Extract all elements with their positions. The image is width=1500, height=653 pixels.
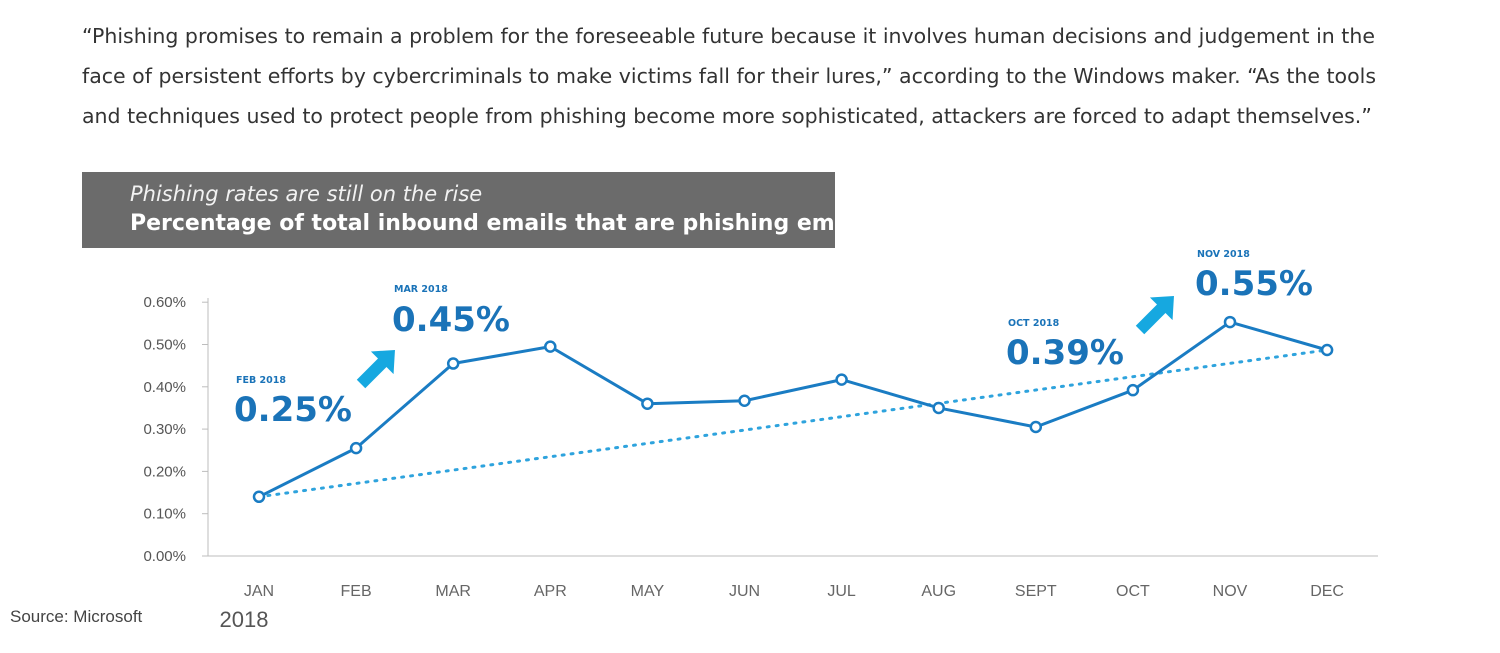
- article-quote: “Phishing promises to remain a problem f…: [82, 24, 1377, 128]
- up-right-arrow-icon: [1135, 296, 1174, 335]
- chart-title-box: Phishing rates are still on the rise Per…: [82, 172, 878, 248]
- callout-month-label: MAR 2018: [394, 284, 448, 295]
- y-tick-label: 0.50%: [143, 337, 186, 354]
- y-tick-label: 0.40%: [143, 379, 186, 396]
- x-tick-label: MAY: [631, 583, 665, 600]
- x-tick-label: SEPT: [1015, 583, 1057, 600]
- data-point: [932, 401, 945, 415]
- x-tick-label: AUG: [921, 583, 956, 600]
- x-tick-label: OCT: [1116, 583, 1150, 600]
- source-credit: Source: Microsoft: [10, 607, 143, 626]
- x-tick-label: JAN: [244, 583, 274, 600]
- data-point: [544, 340, 557, 353]
- data-point: [738, 394, 751, 408]
- x-tick-label: JUN: [729, 583, 760, 600]
- arrow-shape: [356, 350, 395, 389]
- data-point: [1320, 343, 1334, 357]
- x-tick-label: APR: [534, 583, 567, 600]
- data-point: [446, 357, 460, 370]
- callout-month-label: NOV 2018: [1197, 249, 1250, 260]
- callout-value-label: 0.39%: [1006, 333, 1124, 373]
- callout-month-label: FEB 2018: [236, 375, 286, 386]
- chart-title: Phishing rates are still on the rise: [130, 182, 483, 206]
- y-tick-label: 0.10%: [143, 506, 186, 523]
- callout-value-label: 0.25%: [234, 390, 352, 430]
- series-line: [258, 320, 1328, 499]
- x-tick-label: MAR: [435, 583, 471, 600]
- chart-subtitle: Percentage of total inbound emails that …: [130, 211, 878, 236]
- trendline: [257, 348, 1329, 499]
- callout-value-label: 0.55%: [1195, 264, 1313, 304]
- up-right-arrow-icon: [356, 350, 395, 389]
- y-tick-label: 0.30%: [143, 421, 186, 438]
- data-point: [349, 441, 363, 455]
- y-tick-label: 0.20%: [143, 463, 186, 480]
- x-tick-label: DEC: [1310, 583, 1344, 600]
- data-point: [1029, 420, 1043, 434]
- x-tick-label: NOV: [1213, 583, 1248, 600]
- data-point: [1126, 383, 1140, 397]
- data-point: [1223, 315, 1237, 329]
- x-tick-label: FEB: [341, 583, 372, 600]
- y-tick-label: 0.00%: [143, 548, 186, 565]
- y-tick-label: 0.60%: [143, 294, 186, 311]
- arrow-shape: [1135, 296, 1174, 335]
- data-point: [252, 490, 266, 504]
- data-point: [641, 397, 654, 410]
- x-tick-label: JUL: [827, 583, 856, 600]
- x-group-label: 2018: [220, 607, 269, 632]
- callout-value-label: 0.45%: [392, 300, 510, 340]
- callout-month-label: OCT 2018: [1008, 318, 1060, 329]
- data-point: [835, 373, 848, 386]
